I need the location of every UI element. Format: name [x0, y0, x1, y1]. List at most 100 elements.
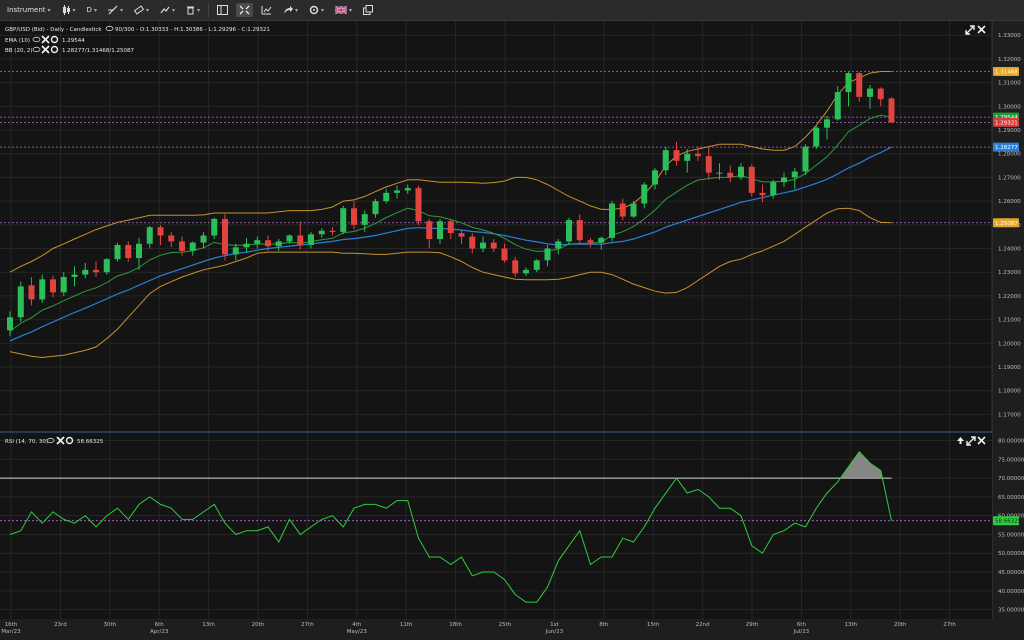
- chart-type-button[interactable]: ▾: [59, 3, 79, 17]
- eye-icon: [32, 46, 41, 53]
- price-axis-label: 1.32000: [998, 57, 1021, 63]
- price-badge-text: 1.29321: [995, 120, 1018, 126]
- time-axis-label: 27th: [943, 622, 956, 628]
- candle-body: [254, 240, 261, 244]
- candle-body: [501, 248, 508, 261]
- rsi-label: RSI (14, 70, 30): [5, 439, 48, 445]
- rsi-axis-label: 55.00000: [998, 532, 1024, 538]
- rsi-expand-button[interactable]: [966, 436, 976, 446]
- ema-label: EMA (10): [5, 38, 30, 44]
- rsi-line: [9, 451, 892, 603]
- window-icon: [363, 5, 374, 15]
- main-panel-expand-button[interactable]: [965, 25, 975, 35]
- close-icon: [56, 436, 65, 445]
- candle-body: [275, 241, 282, 247]
- new-window-button[interactable]: [360, 3, 376, 17]
- settings-button[interactable]: ▾: [306, 3, 327, 17]
- candle-body: [189, 242, 196, 251]
- candle-body: [759, 192, 766, 196]
- price-badge-text: 1.31468: [995, 70, 1018, 76]
- chevron-down-icon: ▾: [47, 6, 51, 14]
- time-axis-label: Jul/23: [793, 629, 810, 635]
- time-axis-label: 11th: [400, 622, 413, 628]
- fullscreen-button[interactable]: [236, 3, 254, 17]
- candle-body: [867, 88, 873, 97]
- ruler-button[interactable]: ▾: [131, 3, 152, 17]
- rsi-remove-button[interactable]: [56, 436, 65, 445]
- candle-body: [523, 269, 529, 274]
- candle-body: [888, 98, 895, 123]
- price-axis-label: 1.27000: [998, 175, 1021, 181]
- candle-body: [39, 279, 46, 300]
- ema-remove-button[interactable]: [41, 35, 50, 44]
- rsi-settings-button[interactable]: [65, 436, 74, 445]
- draw-line-button[interactable]: ▾: [105, 3, 126, 17]
- ema-visibility-toggle[interactable]: [32, 36, 41, 43]
- time-axis-label: 18th: [449, 622, 462, 628]
- bb-remove-button[interactable]: [41, 45, 50, 54]
- price-axis-label: 1.24000: [998, 247, 1021, 253]
- rsi-visibility-toggle[interactable]: [46, 437, 55, 444]
- candle-body: [791, 171, 798, 178]
- price-axis-label: 1.19000: [998, 365, 1021, 371]
- candle-body: [232, 247, 239, 255]
- candle-body: [340, 208, 347, 232]
- bb-label: BB (20, 2): [5, 48, 33, 54]
- bb-upper-line: [9, 71, 892, 273]
- bb-value: 1.28277/1.31468/1.25087: [62, 48, 134, 54]
- chart-type-icon: [261, 6, 272, 15]
- main-plot-area[interactable]: [0, 21, 992, 431]
- rsi-value: 58.66325: [77, 439, 104, 445]
- candle-body: [383, 192, 390, 202]
- rsi-polyline: [9, 451, 892, 603]
- rsi-move-up-button[interactable]: [957, 437, 964, 444]
- time-axis-label: 25th: [499, 622, 512, 628]
- time-axis-label: 29th: [746, 622, 759, 628]
- candle-body: [200, 235, 207, 243]
- time-axis-label: 30th: [103, 622, 116, 628]
- timeframe-selector[interactable]: D ▾: [84, 4, 100, 16]
- candle-body: [136, 243, 142, 258]
- legend-visibility-toggle[interactable]: [105, 25, 114, 32]
- indicators-button[interactable]: [258, 3, 275, 17]
- time-axis-label: Mar/23: [1, 629, 21, 635]
- candle-body: [727, 172, 734, 178]
- gear-icon: [50, 35, 59, 44]
- chevron-down-icon: ▾: [321, 6, 325, 14]
- time-axis-label: 22nd: [696, 622, 710, 628]
- delete-button[interactable]: ▾: [183, 3, 203, 17]
- timeframe-label: D: [86, 6, 92, 14]
- flag-uk-icon: [335, 6, 348, 14]
- main-panel-close-button[interactable]: [977, 25, 986, 34]
- eye-icon: [105, 25, 114, 32]
- candle-body: [211, 218, 218, 236]
- candle-body: [404, 188, 411, 191]
- expand-icon: [966, 436, 976, 446]
- time-axis-label: 15th: [647, 622, 660, 628]
- rsi-plot-area[interactable]: [0, 433, 992, 619]
- drawing-tools-button[interactable]: ▾: [157, 3, 178, 17]
- candle-body: [512, 260, 519, 274]
- price-axis-label: 1.33000: [998, 33, 1021, 39]
- price-badge-text: 1.28277: [995, 145, 1018, 151]
- panel-separator[interactable]: [0, 431, 992, 433]
- ema-settings-button[interactable]: [50, 35, 59, 44]
- legend-title: GBP/USD (Bid) - Daily - Candlestick: [5, 27, 102, 33]
- toolbar-divider: [208, 3, 210, 17]
- share-button[interactable]: ▾: [280, 3, 301, 17]
- candle-body: [394, 190, 400, 193]
- rsi-close-button[interactable]: [977, 436, 986, 445]
- instrument-selector[interactable]: Instrument ▾: [4, 4, 54, 16]
- layout-button[interactable]: [214, 3, 231, 17]
- candle-body: [93, 269, 99, 273]
- time-axis[interactable]: [0, 619, 1024, 640]
- gear-icon: [50, 45, 59, 54]
- bb-settings-button[interactable]: [50, 45, 59, 54]
- fullscreen-icon: [239, 5, 250, 15]
- language-selector[interactable]: ▾: [332, 4, 355, 16]
- bb-visibility-toggle[interactable]: [32, 46, 41, 53]
- chevron-down-icon: ▾: [349, 6, 353, 14]
- candle-body: [738, 166, 744, 178]
